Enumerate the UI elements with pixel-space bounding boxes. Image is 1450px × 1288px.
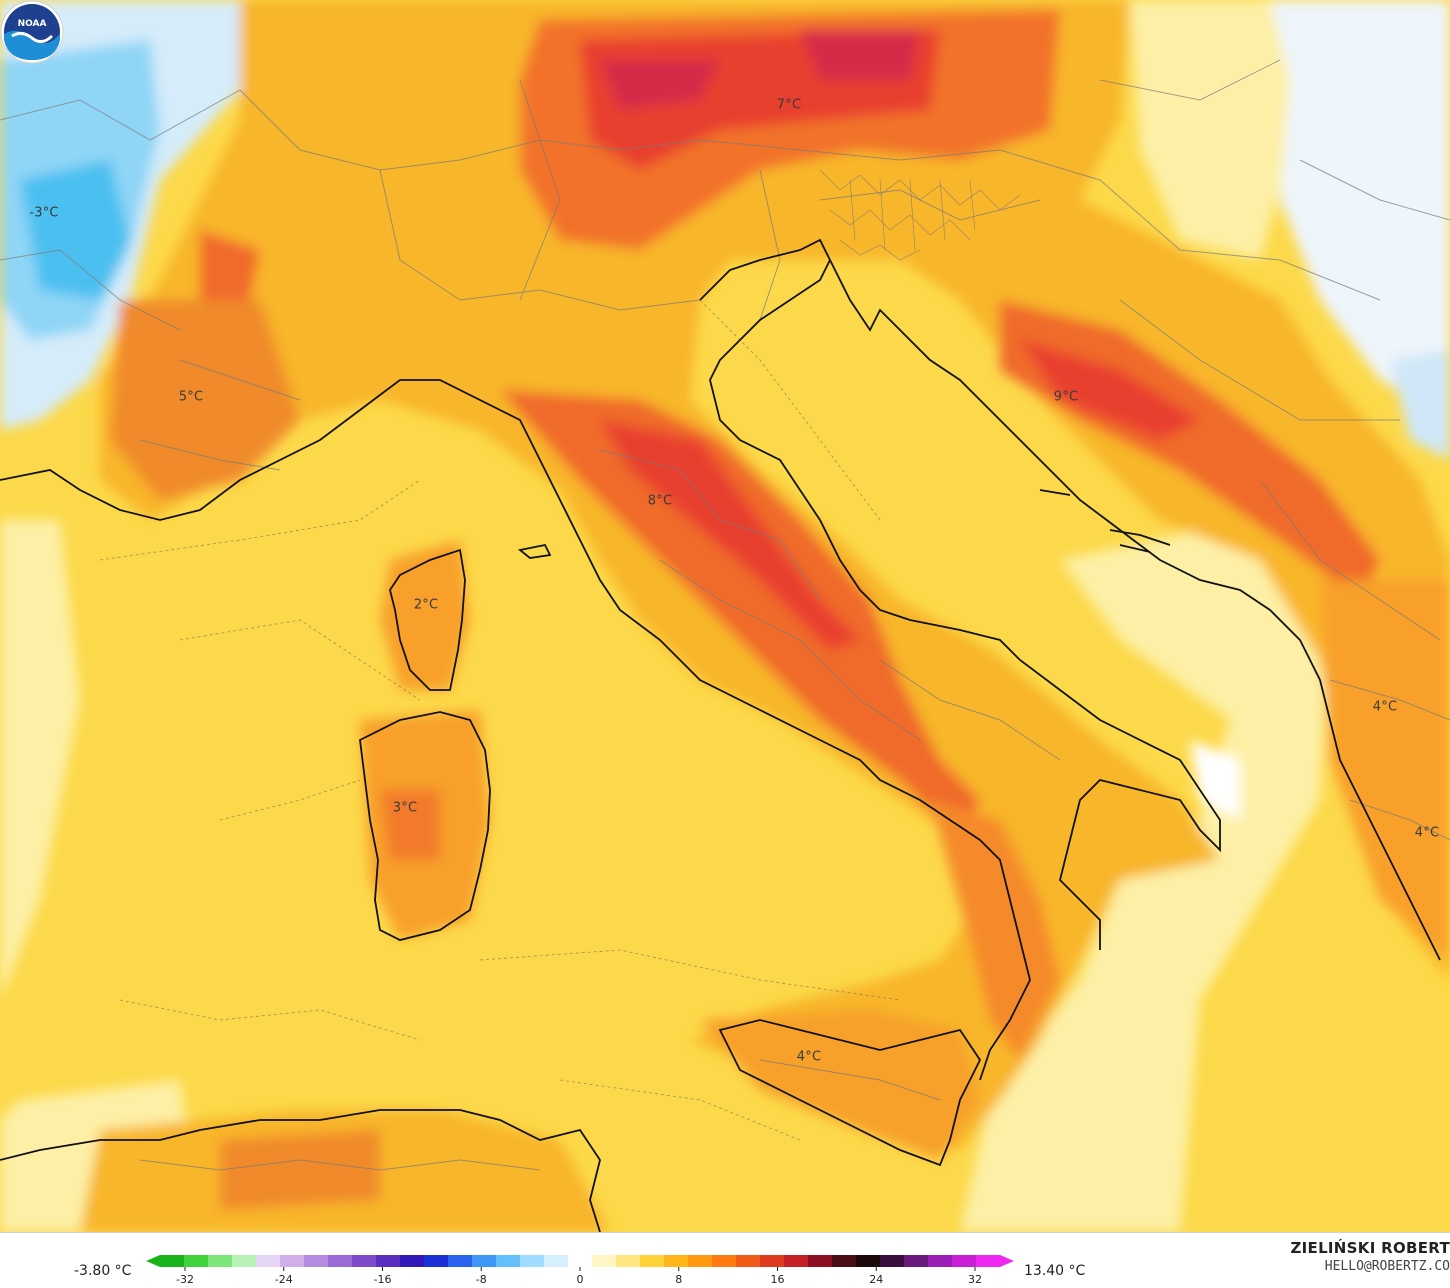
scale-swatch — [640, 1255, 665, 1267]
scale-swatch — [712, 1255, 737, 1267]
temp-label-greece: 4°C — [1414, 825, 1440, 841]
peak-zone-alps-1 — [600, 60, 720, 110]
scale-swatch — [352, 1255, 377, 1267]
coastlines — [0, 238, 1441, 1232]
scale-tick-label: 0 — [576, 1273, 584, 1286]
colder-zone-france — [20, 160, 130, 300]
hot-spot-alps-west — [200, 230, 260, 300]
credits: ZIELIŃSKI ROBERT HELLO@ROBERTZ.CO — [1290, 1239, 1450, 1274]
pale-zone-ionian — [960, 520, 1330, 1232]
temp-label-sardinia: 3°C — [392, 800, 418, 816]
scale-tick-label: 24 — [869, 1273, 884, 1286]
scale-swatch — [832, 1255, 857, 1267]
scale-swatch — [376, 1255, 401, 1267]
scale-swatch — [472, 1255, 497, 1267]
temp-label-central-apennines: 8°C — [647, 493, 673, 509]
author-name: ZIELIŃSKI ROBERT — [1290, 1239, 1450, 1257]
region-boundaries — [0, 59, 1450, 1171]
scale-arrow-right — [1000, 1255, 1014, 1267]
scale-tick-label: 32 — [968, 1273, 982, 1286]
hotter-zone-apennines — [600, 420, 860, 650]
scale-swatch — [688, 1255, 713, 1267]
scale-swatch — [664, 1255, 689, 1267]
temp-label-bosnia: 9°C — [1053, 389, 1079, 405]
hot-zone-apennines — [500, 390, 980, 840]
scale-swatch — [616, 1255, 641, 1267]
legend-min-label: -3.80 °C — [74, 1263, 132, 1279]
scale-swatch — [256, 1255, 281, 1267]
hotter-zone-balkans — [1020, 340, 1200, 440]
scale-swatch — [328, 1255, 353, 1267]
scale-swatch — [568, 1255, 593, 1267]
isolines — [99, 299, 901, 1141]
temp-label-provence: 5°C — [178, 389, 204, 405]
color-scale — [146, 1255, 1014, 1271]
scale-swatch — [400, 1255, 425, 1267]
scale-swatch — [232, 1255, 257, 1267]
warm-zone-calabria — [930, 800, 1060, 1060]
scale-swatch — [856, 1255, 881, 1267]
scale-swatch — [448, 1255, 473, 1267]
scale-swatch — [520, 1255, 545, 1267]
legend-max-label: 13.40 °C — [1024, 1263, 1086, 1279]
scale-tick-label: 16 — [770, 1273, 785, 1286]
temperature-map: -3°C 7°C 5°C 9°C 8°C 2°C 3°C 4°C 4°C 4°C… — [0, 0, 1450, 1232]
temp-label-albania: 4°C — [1372, 699, 1398, 715]
scale-swatch — [808, 1255, 833, 1267]
hot-zone-sardinia — [380, 790, 440, 860]
scale-swatch — [424, 1255, 449, 1267]
scale-swatch — [784, 1255, 809, 1267]
scale-tick-label: -32 — [176, 1273, 194, 1286]
hot-zone-north-africa — [220, 1130, 380, 1210]
pale-zone-west — [0, 520, 80, 1000]
scale-tick-label: -16 — [373, 1273, 392, 1286]
scale-swatch — [952, 1255, 977, 1267]
map-canvas — [0, 0, 1450, 1232]
peak-zone-alps-2 — [800, 30, 920, 80]
temperature-field — [0, 0, 1450, 1232]
scale-tick-label: -24 — [274, 1273, 293, 1286]
scale-tick-label: 8 — [675, 1273, 683, 1286]
scale-tick-label: -8 — [475, 1273, 487, 1286]
scale-swatch — [760, 1255, 785, 1267]
temp-label-sicily: 4°C — [796, 1049, 822, 1065]
legend-bar: -3.80 °C -32 -24 -16 -8 0 8 16 24 32 13.40 °C ZI… — [0, 1232, 1450, 1288]
scale-arrow-left — [146, 1255, 160, 1267]
scale-swatch — [544, 1255, 569, 1267]
author-email[interactable]: HELLO@ROBERTZ.CO — [1324, 1259, 1450, 1274]
cool-spot-apulia — [1190, 740, 1240, 820]
cool-zone-romania — [1390, 350, 1450, 460]
scale-swatch — [904, 1255, 929, 1267]
scale-swatch — [976, 1255, 1001, 1267]
warm-zone-corsica — [380, 540, 470, 690]
scale-swatch — [880, 1255, 905, 1267]
pale-zone-hungary — [1130, 0, 1300, 260]
scale-swatch — [592, 1255, 617, 1267]
scale-swatch — [280, 1255, 305, 1267]
warm-zone-sicily — [700, 1010, 980, 1160]
noaa-logo-text: NOAA — [18, 19, 47, 29]
scale-swatch — [208, 1255, 233, 1267]
warm-zone-greece — [1320, 580, 1450, 960]
scale-swatch — [736, 1255, 761, 1267]
noaa-logo: NOAA — [0, 0, 64, 64]
scale-swatch — [928, 1255, 953, 1267]
scale-swatch — [304, 1255, 329, 1267]
scale-swatch — [496, 1255, 521, 1267]
temp-label-west-alps: -3°C — [29, 205, 59, 221]
scale-swatch — [160, 1255, 185, 1267]
dense-boundaries-slovenia — [819, 169, 1021, 261]
temp-label-corsica: 2°C — [413, 597, 439, 613]
hot-zone-provence — [110, 300, 300, 500]
temp-label-austria: 7°C — [776, 97, 802, 113]
scale-swatch — [184, 1255, 209, 1267]
cool-zone-east — [1270, 0, 1450, 420]
